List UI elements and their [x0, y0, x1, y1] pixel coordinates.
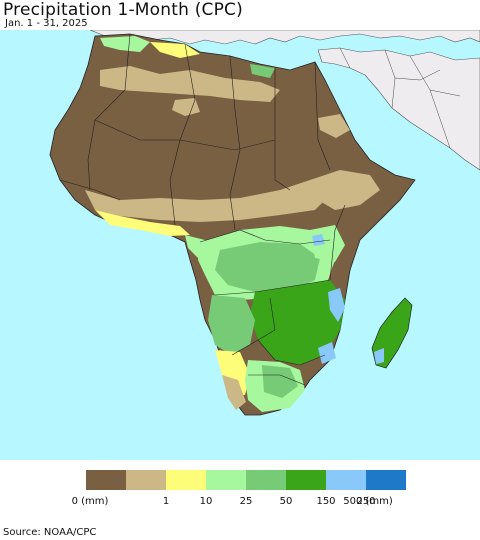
congo-mid-green: [215, 242, 320, 292]
sahara-patch: [100, 66, 280, 102]
malawi-blue: [328, 288, 345, 322]
date-range: Jan. 1 - 31, 2025: [5, 18, 88, 29]
legend-label: 50: [279, 496, 293, 507]
africa-precipitation-map: [0, 30, 480, 460]
horn-tan: [310, 170, 380, 210]
namibia-yellow: [215, 350, 250, 395]
sahara-patch-3: [318, 114, 350, 138]
zambia-malawi-dark-green: [250, 280, 345, 365]
middle-east-land: [317, 47, 480, 171]
source-credit: Source: NOAA/CPC: [3, 527, 97, 538]
middle-east-borders: [339, 47, 461, 149]
legend-label: 500 (mm): [343, 496, 393, 507]
north-coast-green-2: [250, 64, 275, 78]
legend-label: 10: [199, 496, 213, 507]
legend-swatch: [286, 470, 326, 490]
legend-swatch: [126, 470, 166, 490]
legend-swatch: [206, 470, 246, 490]
sahel-tan: [85, 180, 330, 222]
legend-label: 0 (mm): [71, 496, 109, 507]
north-coast-green: [100, 36, 150, 52]
lake-victoria: [312, 234, 325, 246]
legend-swatch: [326, 470, 366, 490]
legend-label: 25: [239, 496, 253, 507]
legend-swatch: [166, 470, 206, 490]
madagascar-blue: [374, 348, 384, 364]
west-coast-yellow: [95, 210, 190, 236]
legend-label: 1: [162, 496, 170, 507]
angola-green: [208, 295, 255, 355]
south-africa-mid-green: [262, 365, 298, 398]
country-borders: [59, 33, 346, 386]
legend-swatch: [246, 470, 286, 490]
north-coast-yellow: [150, 42, 200, 58]
mozambique-blue: [318, 342, 336, 364]
legend-swatch: [366, 470, 406, 490]
sahara-patch-2: [172, 98, 200, 116]
legend-label: 150: [316, 496, 336, 507]
kenya-green: [310, 225, 345, 262]
namibia-tan: [222, 375, 246, 410]
legend-swatch: [86, 470, 126, 490]
legend-label: 250: [356, 496, 376, 507]
page-title: Precipitation 1-Month (CPC): [3, 0, 243, 20]
europe-land: [89, 30, 480, 45]
precipitation-legend: 0 (mm) 1 10 25 50 150 250 500 (mm): [0, 460, 480, 520]
